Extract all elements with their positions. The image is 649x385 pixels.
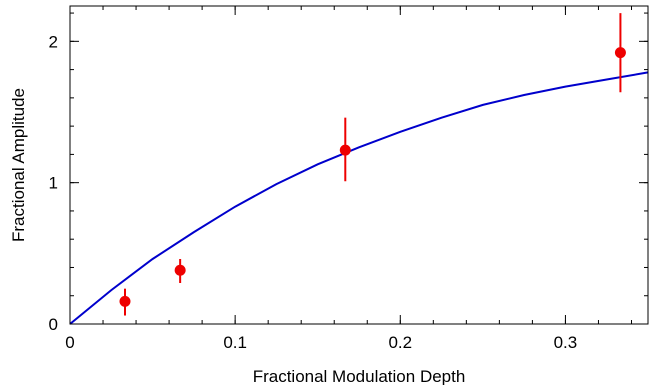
x-tick-labels: 0 0.1 0.2 0.3	[65, 333, 577, 352]
fit-curve-layer	[69, 71, 649, 325]
fit-line	[69, 71, 649, 325]
y-tick-label: 2	[49, 32, 58, 51]
x-tick-label: 0	[65, 333, 74, 352]
x-tick-label: 0.1	[223, 333, 247, 352]
plot-frame	[69, 5, 649, 325]
data-point	[174, 264, 186, 276]
y-axis-title: Fractional Amplitude	[9, 88, 28, 242]
data-point	[614, 47, 626, 59]
data-point	[119, 295, 131, 307]
x-axis-title: Fractional Modulation Depth	[253, 367, 466, 385]
y-tick-labels: 0 1 2	[49, 32, 58, 334]
x-tick-label: 0.3	[554, 333, 578, 352]
y-tick-label: 0	[49, 315, 58, 334]
x-tick-label: 0.2	[388, 333, 412, 352]
data-points-layer	[119, 13, 626, 316]
data-point	[339, 144, 351, 156]
axis-ticks	[69, 6, 648, 325]
y-tick-label: 1	[49, 174, 58, 193]
